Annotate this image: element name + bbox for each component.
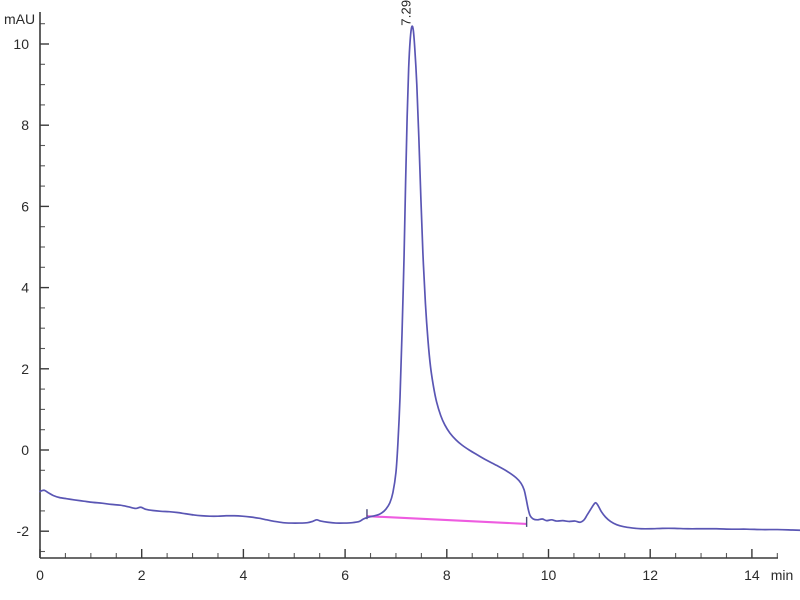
axis-labels-layer: 0 2 4 6 8 10 12 14 min -2 0 2 4 6 8 10 mAU bbox=[4, 11, 793, 583]
x-tick-label: 0 bbox=[36, 567, 44, 583]
x-tick-label: 4 bbox=[240, 567, 248, 583]
peak-retention-time-label: 7.292 bbox=[399, 0, 414, 26]
signal-trace-detector-signal bbox=[39, 25, 800, 532]
y-axis-unit-label: mAU bbox=[4, 11, 35, 27]
x-tick-label: 6 bbox=[341, 567, 349, 583]
x-tick-label: 12 bbox=[642, 567, 658, 583]
axis-lines-layer bbox=[39, 12, 778, 559]
y-tick-label: 4 bbox=[21, 280, 29, 296]
signal-trace-layer bbox=[39, 25, 800, 532]
y-tick-label: 10 bbox=[13, 36, 29, 52]
x-tick-label: 8 bbox=[443, 567, 451, 583]
x-axis-unit-label: min bbox=[771, 567, 794, 583]
y-tick-label: 2 bbox=[21, 361, 29, 377]
integration-baseline-layer bbox=[366, 509, 528, 527]
y-tick-label: 8 bbox=[21, 117, 29, 133]
y-tick-label: 0 bbox=[21, 442, 29, 458]
x-tick-label: 2 bbox=[138, 567, 146, 583]
y-tick-label: -2 bbox=[17, 523, 30, 539]
x-tick-label: 14 bbox=[744, 567, 760, 583]
y-tick-label: 6 bbox=[21, 198, 29, 214]
x-tick-label: 10 bbox=[541, 567, 557, 583]
peak-integration-baseline bbox=[366, 515, 527, 525]
peak-annotation-layer: 7.292 bbox=[399, 0, 414, 26]
axis-ticks-layer bbox=[39, 23, 778, 558]
